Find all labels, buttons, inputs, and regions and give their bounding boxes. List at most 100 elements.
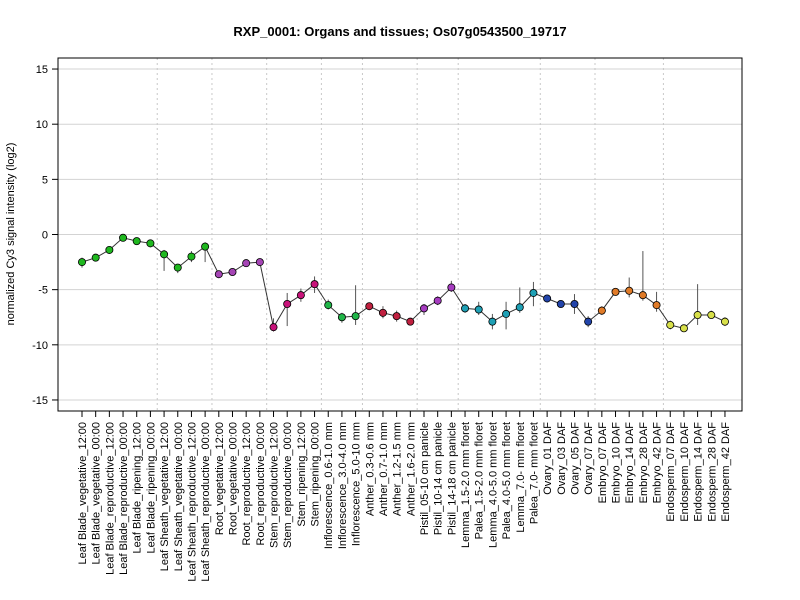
x-tick-label: Embryo_10 DAF — [611, 422, 623, 504]
data-point — [461, 304, 470, 313]
y-tick-label: -15 — [32, 395, 48, 407]
x-tick-label: Root_reproductive_00:00 — [255, 422, 267, 546]
x-tick-label: Ovary_07 DAF — [583, 422, 595, 495]
x-tick-label: Endosperm_10 DAF — [679, 422, 691, 522]
data-point — [693, 311, 702, 320]
data-point — [406, 317, 415, 326]
data-point — [351, 312, 360, 321]
data-point — [707, 311, 716, 320]
data-point — [310, 280, 319, 289]
data-point — [679, 324, 688, 333]
data-point — [324, 301, 333, 310]
y-tick-label: 0 — [42, 230, 48, 242]
x-tick-label: Root_vegetative_12:00 — [214, 422, 226, 535]
group-separators — [156, 58, 664, 411]
x-tick-label: Leaf Sheath_reproductive_12:00 — [186, 422, 198, 582]
y-tick-label: -5 — [38, 285, 48, 297]
x-tick-label: Leaf Sheath_reproductive_00:00 — [200, 422, 212, 582]
x-tick-label: Leaf Blade_ripening_12:00 — [132, 422, 144, 554]
y-tick-label: -10 — [32, 340, 48, 352]
x-tick-label: Leaf Sheath_vegetative_00:00 — [173, 422, 185, 571]
data-point — [296, 291, 305, 300]
x-tick-label: Lemma_4.0-5.0 mm floret — [487, 422, 499, 548]
x-tick-label: Leaf Blade_reproductive_00:00 — [118, 422, 130, 575]
x-tick-label: Embryo_42 DAF — [652, 422, 664, 504]
y-tick-label: 15 — [36, 64, 48, 76]
data-point — [720, 317, 729, 326]
data-point — [419, 304, 428, 313]
data-point — [611, 287, 620, 296]
x-tick-label: Leaf Blade_vegetative_12:00 — [77, 422, 89, 565]
x-tick-label: Stem_reproductive_12:00 — [269, 422, 281, 548]
data-point — [105, 245, 114, 254]
data-point — [625, 286, 634, 295]
x-tick-label: Anther_0.7-1.0 mm — [378, 422, 390, 516]
data-point — [515, 303, 524, 312]
data-point — [502, 309, 511, 318]
y-axis: -15 -10 -5 0 5 10 15 — [32, 64, 58, 407]
x-tick-label: Embryo_07 DAF — [597, 422, 609, 504]
x-tick-label: Leaf Blade_vegetative_00:00 — [91, 422, 103, 565]
x-tick-label: Stem_reproductive_00:00 — [282, 422, 294, 548]
data-point — [132, 237, 141, 246]
x-tick-label: Ovary_01 DAF — [542, 422, 554, 495]
x-tick-label: Palea_1.5-2.0 mm floret — [474, 422, 486, 539]
data-point — [228, 268, 237, 277]
data-point — [638, 291, 647, 300]
x-tick-label: Palea_7.0- mm floret — [528, 422, 540, 524]
x-tick-label: Inflorescence_3.0-4.0 mm — [337, 422, 349, 549]
x-tick-label: Anther_1.6-2.0 mm — [405, 422, 417, 516]
data-point — [543, 294, 552, 303]
data-point — [529, 288, 538, 297]
x-tick-label: Endosperm_14 DAF — [693, 422, 705, 522]
data-point — [242, 259, 251, 268]
x-tick-label: Inflorescence_5.0-10 mm — [351, 422, 363, 546]
x-tick-label: Endosperm_28 DAF — [706, 422, 718, 522]
x-tick-label: Inflorescence_0.6-1.0 mm — [323, 422, 335, 549]
x-tick-label: Embryo_28 DAF — [638, 422, 650, 504]
data-point — [378, 308, 387, 317]
data-point — [392, 312, 401, 321]
data-point — [584, 317, 593, 326]
x-tick-label: Stem_ripening_00:00 — [310, 422, 322, 527]
data-point — [447, 283, 456, 292]
x-tick-label: Endosperm_42 DAF — [720, 422, 732, 522]
x-tick-label: Leaf Blade_reproductive_12:00 — [104, 422, 116, 575]
chart-title: RXP_0001: Organs and tissues; Os07g05435… — [233, 24, 566, 39]
x-tick-label: Endosperm_07 DAF — [665, 422, 677, 522]
x-tick-label: Pistil_05-10 cm panicle — [419, 422, 431, 535]
x-tick-label: Lemma_7.0- mm floret — [515, 422, 527, 533]
data-point — [474, 305, 483, 314]
data-point — [78, 258, 87, 267]
data-point — [652, 301, 661, 310]
y-tick-label: 5 — [42, 174, 48, 186]
data-point — [214, 270, 223, 279]
x-tick-label: Stem_ripening_12:00 — [296, 422, 308, 527]
x-tick-label: Root_vegetative_00:00 — [227, 422, 239, 535]
data-point — [570, 299, 579, 308]
data-point — [255, 258, 264, 267]
y-axis-label: normalized Cy3 signal intensity (log2) — [5, 143, 17, 326]
x-tick-label: Anther_0.3-0.6 mm — [364, 422, 376, 516]
x-tick-label: Ovary_03 DAF — [556, 422, 568, 495]
data-point — [201, 242, 210, 251]
x-tick-label: Embryo_14 DAF — [624, 422, 636, 504]
data-point — [146, 239, 155, 248]
x-tick-label: Pistil_14-18 cm panicle — [446, 422, 458, 535]
data-point — [187, 252, 196, 261]
x-tick-label: Anther_1.2-1.5 mm — [392, 422, 404, 516]
x-tick-label: Ovary_05 DAF — [569, 422, 581, 495]
data-point — [283, 299, 292, 308]
x-tick-label: Leaf Sheath_vegetative_12:00 — [159, 422, 171, 571]
x-tick-label: Palea_4.0-5.0 mm floret — [501, 422, 513, 539]
data-point — [91, 253, 100, 262]
data-point — [337, 313, 346, 322]
data-point — [119, 233, 128, 242]
data-point — [365, 302, 374, 311]
y-tick-label: 10 — [36, 119, 48, 131]
x-tick-label: Pistil_10-14 cm panicle — [433, 422, 445, 535]
x-tick-label: Lemma_1.5-2.0 mm floret — [460, 422, 472, 548]
data-point — [556, 299, 565, 308]
